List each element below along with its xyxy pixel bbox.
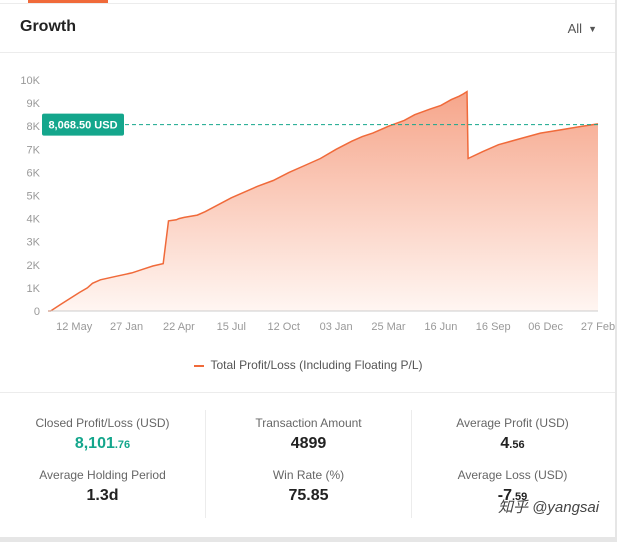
y-tick-label: 0 — [34, 306, 40, 318]
watermark-text: 知乎 @yangsai — [498, 499, 600, 516]
transaction-value: 4899 — [290, 435, 327, 452]
current-value-badge — [42, 113, 124, 136]
x-tick-label: 06 Dec — [528, 321, 563, 333]
avg-profit-label: Average Profit (USD) — [456, 416, 569, 430]
period-filter-label: All — [567, 21, 583, 36]
y-tick-label: 4K — [27, 214, 41, 226]
y-tick-label: 1K — [27, 283, 41, 295]
y-tick-label: 3K — [27, 237, 41, 249]
top-divider — [0, 3, 617, 4]
avg-holding-stat: Average Holding Period 1.3d — [0, 468, 205, 505]
closed-profit-value: 8,101.76 — [74, 435, 131, 452]
x-tick-label: 12 Oct — [268, 321, 300, 333]
legend-label: Total Profit/Loss (Including Floating P/… — [210, 358, 423, 372]
chevron-down-icon: ▼ — [588, 23, 597, 34]
stats-panel: Closed Profit/Loss (USD) 8,101.76 Averag… — [0, 400, 617, 520]
y-tick-label: 7K — [27, 144, 41, 156]
avg-loss-stat: Average Loss (USD) -7.59 — [410, 468, 615, 505]
bottom-scroll-track — [0, 537, 617, 542]
avg-loss-label: Average Loss (USD) — [457, 468, 568, 482]
x-tick-label: 16 Jun — [424, 321, 457, 333]
win-rate-label: Win Rate (%) — [272, 468, 345, 482]
period-filter-dropdown[interactable]: All ▼ — [568, 21, 597, 36]
transaction-stat: Transaction Amount 4899 — [206, 416, 411, 453]
avg-profit-stat: Average Profit (USD) 4.56 — [410, 416, 615, 453]
current-value-label: 8,068.50 USD — [48, 120, 117, 132]
avg-holding-label: Average Holding Period — [39, 468, 166, 482]
avg-holding-value: 1.3d — [86, 487, 119, 504]
y-tick-label: 10K — [20, 75, 40, 87]
x-tick-label: 25 Mar — [371, 321, 406, 333]
stats-divider — [0, 392, 617, 393]
growth-chart: 0 1K 2K 3K 4K 5K 6K 7K 8K 9K 10K 12 May 27 Jan 22 Apr… — [20, 75, 615, 333]
legend-line-icon — [194, 364, 205, 367]
transaction-label: Transaction Amount — [255, 416, 362, 430]
x-tick-label: 15 Jul — [217, 321, 246, 333]
x-tick-label: 22 Apr — [163, 321, 195, 333]
avg-profit-value: 4.56 — [500, 435, 525, 452]
y-tick-label: 5K — [27, 191, 41, 203]
stats-column-middle: Transaction Amount 4899 Win Rate (%) 75.… — [205, 410, 412, 518]
series-line — [48, 90, 599, 312]
win-rate-stat: Win Rate (%) 75.85 — [206, 468, 411, 505]
x-tick-label: 27 Feb — [581, 321, 615, 333]
right-edge-border — [615, 0, 617, 542]
closed-profit-stat: Closed Profit/Loss (USD) 8,101.76 — [0, 416, 205, 453]
x-tick-label: 12 May — [56, 321, 93, 333]
growth-header: Growth All ▼ — [0, 4, 617, 53]
x-tick-label: 27 Jan — [110, 321, 143, 333]
series-area — [48, 91, 598, 311]
stats-column-left: Closed Profit/Loss (USD) 8,101.76 Averag… — [0, 410, 205, 518]
active-tab-indicator — [28, 0, 108, 3]
y-tick-label: 9K — [27, 98, 41, 110]
win-rate-value: 75.85 — [288, 487, 329, 504]
stats-column-right: Average Profit (USD) 4.56 Average Loss (… — [410, 410, 615, 518]
avg-loss-value: -7.59 — [497, 487, 528, 504]
chart-legend[interactable]: Total Profit/Loss (Including Floating P/… — [0, 358, 617, 372]
page-title: Growth — [20, 18, 76, 35]
y-tick-label: 6K — [27, 167, 41, 179]
y-tick-label: 8K — [27, 121, 41, 133]
closed-profit-label: Closed Profit/Loss (USD) — [35, 416, 170, 430]
y-tick-label: 2K — [27, 260, 41, 272]
x-tick-label: 16 Sep — [476, 321, 511, 333]
x-tick-label: 03 Jan — [320, 321, 353, 333]
